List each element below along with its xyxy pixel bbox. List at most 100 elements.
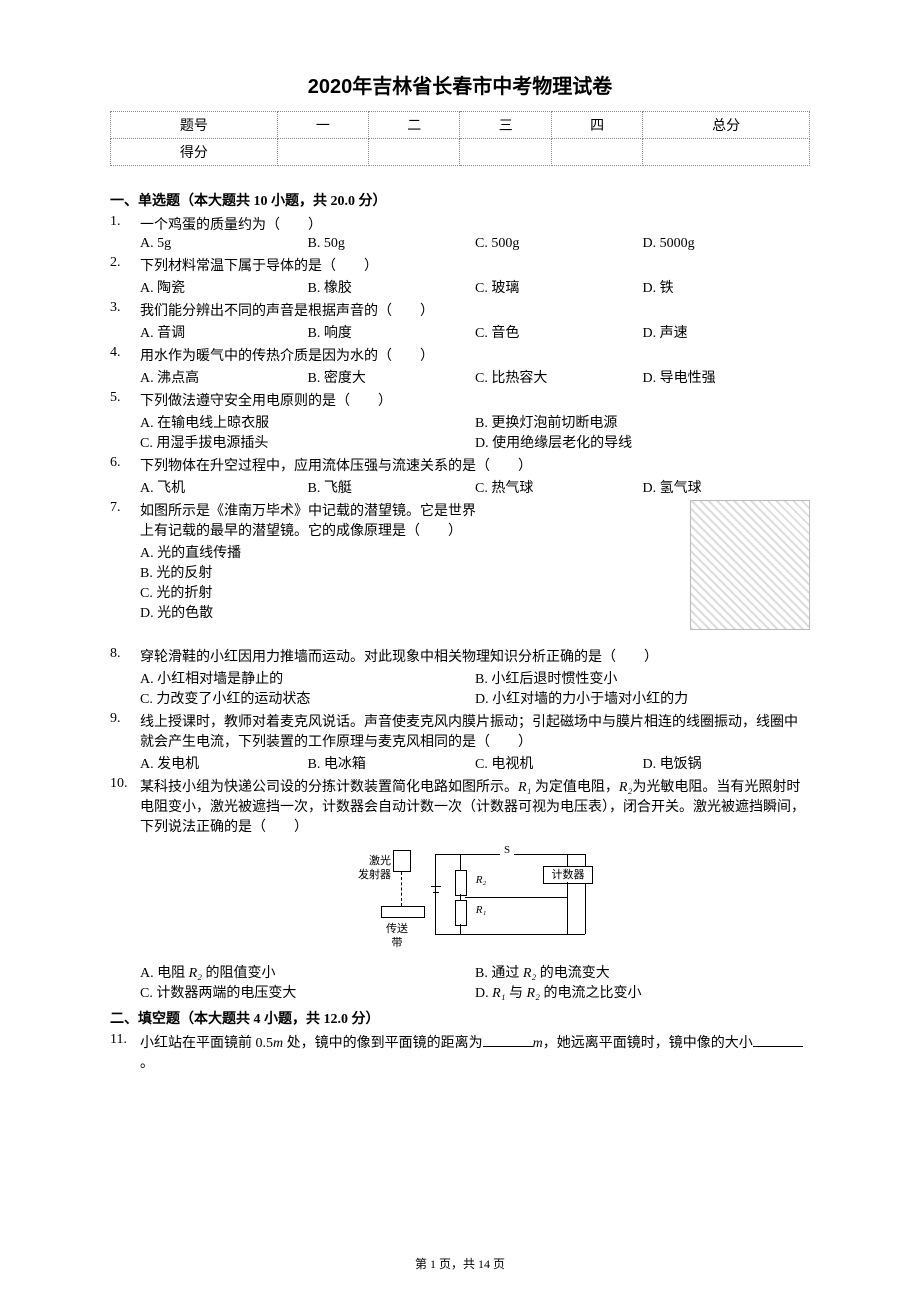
option: D. 5000g [643, 236, 811, 252]
option: B. 更换灯泡前切断电源 [475, 412, 810, 432]
fig-label: 发射器 [345, 866, 391, 882]
option: B. 密度大 [308, 367, 476, 387]
question-number: 8. [110, 646, 140, 662]
question-stem: 下列物体在升空过程中，应用流体压强与流速关系的是（ ） [140, 455, 810, 475]
option: C. 音色 [475, 322, 643, 342]
option: B. 电冰箱 [308, 753, 476, 773]
question-number: 10. [110, 776, 140, 792]
question: 10. 某科技小组为快递公司设的分拣计数装置简化电路如图所示。R₁ 为定值电阻，… [110, 776, 810, 1002]
option: D. 电饭锅 [643, 753, 811, 773]
fig-label: R₁ [469, 904, 493, 916]
option: D. 氢气球 [643, 477, 811, 497]
laser-beam-icon [401, 872, 403, 906]
resistor-r2-icon [455, 870, 467, 896]
question: 6. 下列物体在升空过程中，应用流体压强与流速关系的是（ ） A. 飞机 B. … [110, 455, 810, 497]
question-number: 2. [110, 255, 140, 271]
option: B. 光的反射 [140, 562, 680, 582]
option: B. 50g [308, 236, 476, 252]
question-number: 5. [110, 390, 140, 406]
laser-emitter-icon [393, 850, 411, 872]
option: A. 电阻 R₂ 的阻值变小 [140, 962, 475, 982]
option: B. 飞艇 [308, 477, 476, 497]
question-stem-line: 如图所示是《淮南万毕术》中记载的潜望镜。它是世界 [140, 500, 680, 520]
periscope-figure [690, 500, 810, 630]
question-stem: 某科技小组为快递公司设的分拣计数装置简化电路如图所示。R₁ 为定值电阻，R₂为光… [140, 776, 810, 836]
option: A. 光的直线传播 [140, 542, 680, 562]
score-header: 四 [551, 112, 642, 139]
question-number: 7. [110, 500, 140, 516]
score-header: 二 [369, 112, 460, 139]
option: A. 发电机 [140, 753, 308, 773]
section-heading: 二、填空题（本大题共 4 小题，共 12.0 分） [110, 1008, 810, 1028]
fig-label: S [500, 844, 514, 856]
option: D. 小红对墙的力小于墙对小红的力 [475, 688, 810, 708]
option: C. 500g [475, 236, 643, 252]
answer-blank [753, 1032, 803, 1047]
table-row: 得分 [111, 139, 810, 166]
question-number: 1. [110, 214, 140, 230]
option: A. 5g [140, 236, 308, 252]
option: A. 陶瓷 [140, 277, 308, 297]
question-number: 6. [110, 455, 140, 471]
question: 9. 线上授课时，教师对着麦克风说话。声音使麦克风内膜片振动；引起磁场中与膜片相… [110, 711, 810, 773]
question: 4. 用水作为暖气中的传热介质是因为水的（ ） A. 沸点高 B. 密度大 C.… [110, 345, 810, 387]
option: C. 光的折射 [140, 582, 680, 602]
score-cell [551, 139, 642, 166]
fig-label: R₂ [469, 874, 493, 886]
question: 5. 下列做法遵守安全用电原则的是（ ） A. 在输电线上晾衣服 B. 更换灯泡… [110, 390, 810, 452]
option: A. 音调 [140, 322, 308, 342]
score-cell [277, 139, 368, 166]
option: D. 光的色散 [140, 602, 680, 622]
question: 2. 下列材料常温下属于导体的是（ ） A. 陶瓷 B. 橡胶 C. 玻璃 D.… [110, 255, 810, 297]
option: C. 电视机 [475, 753, 643, 773]
option: D. 导电性强 [643, 367, 811, 387]
option: B. 通过 R₂ 的电流变大 [475, 962, 810, 982]
question-stem: 我们能分辨出不同的声音是根据声音的（ ） [140, 300, 810, 320]
question-number: 3. [110, 300, 140, 316]
option: D. 声速 [643, 322, 811, 342]
score-header: 题号 [111, 112, 278, 139]
question: 8. 穿轮滑鞋的小红因用力推墙而运动。对此现象中相关物理知识分析正确的是（ ） … [110, 646, 810, 708]
option: C. 热气球 [475, 477, 643, 497]
table-row: 题号 一 二 三 四 总分 [111, 112, 810, 139]
score-cell [643, 139, 810, 166]
option: A. 在输电线上晾衣服 [140, 412, 475, 432]
question-stem: 下列材料常温下属于导体的是（ ） [140, 255, 810, 275]
question: 1. 一个鸡蛋的质量约为（ ） A. 5g B. 50g C. 500g D. … [110, 214, 810, 252]
question: 11. 小红站在平面镜前 0.5m 处，镜中的像到平面镜的距离为m，她远离平面镜… [110, 1032, 810, 1072]
question: 7. 如图所示是《淮南万毕术》中记载的潜望镜。它是世界 上有记载的最早的潜望镜。… [110, 500, 810, 630]
option: B. 响度 [308, 322, 476, 342]
option: D. R₁ 与 R₂ 的电流之比变小 [475, 982, 810, 1002]
question-stem: 一个鸡蛋的质量约为（ ） [140, 214, 810, 234]
conveyor-belt-icon [381, 906, 425, 918]
circuit-figure: 激光 发射器 传送 带 S R₂ [345, 844, 605, 954]
question-stem: 线上授课时，教师对着麦克风说话。声音使麦克风内膜片振动；引起磁场中与膜片相连的线… [140, 711, 810, 751]
option: C. 比热容大 [475, 367, 643, 387]
question-stem: 穿轮滑鞋的小红因用力推墙而运动。对此现象中相关物理知识分析正确的是（ ） [140, 646, 810, 666]
score-row-label: 得分 [111, 139, 278, 166]
option: D. 铁 [643, 277, 811, 297]
option: C. 计数器两端的电压变大 [140, 982, 475, 1002]
option: A. 小红相对墙是静止的 [140, 668, 475, 688]
option: A. 飞机 [140, 477, 308, 497]
page-footer: 第 1 页，共 14 页 [0, 1255, 920, 1272]
option: B. 小红后退时惯性变小 [475, 668, 810, 688]
score-header: 总分 [643, 112, 810, 139]
question-stem: 下列做法遵守安全用电原则的是（ ） [140, 390, 810, 410]
question-number: 4. [110, 345, 140, 361]
question-number: 9. [110, 711, 140, 727]
option: C. 力改变了小红的运动状态 [140, 688, 475, 708]
option: C. 用湿手拔电源插头 [140, 432, 475, 452]
page-title: 2020年吉林省长春市中考物理试卷 [110, 70, 810, 99]
score-header: 一 [277, 112, 368, 139]
question: 3. 我们能分辨出不同的声音是根据声音的（ ） A. 音调 B. 响度 C. 音… [110, 300, 810, 342]
score-table: 题号 一 二 三 四 总分 得分 [110, 111, 810, 166]
question-stem-line: 上有记载的最早的潜望镜。它的成像原理是（ ） [140, 520, 680, 540]
question-stem: 小红站在平面镜前 0.5m 处，镜中的像到平面镜的距离为m，她远离平面镜时，镜中… [140, 1032, 810, 1072]
section-heading: 一、单选题（本大题共 10 小题，共 20.0 分） [110, 190, 810, 210]
option: D. 使用绝缘层老化的导线 [475, 432, 810, 452]
option: C. 玻璃 [475, 277, 643, 297]
score-cell [460, 139, 551, 166]
option: B. 橡胶 [308, 277, 476, 297]
question-number: 11. [110, 1032, 140, 1048]
